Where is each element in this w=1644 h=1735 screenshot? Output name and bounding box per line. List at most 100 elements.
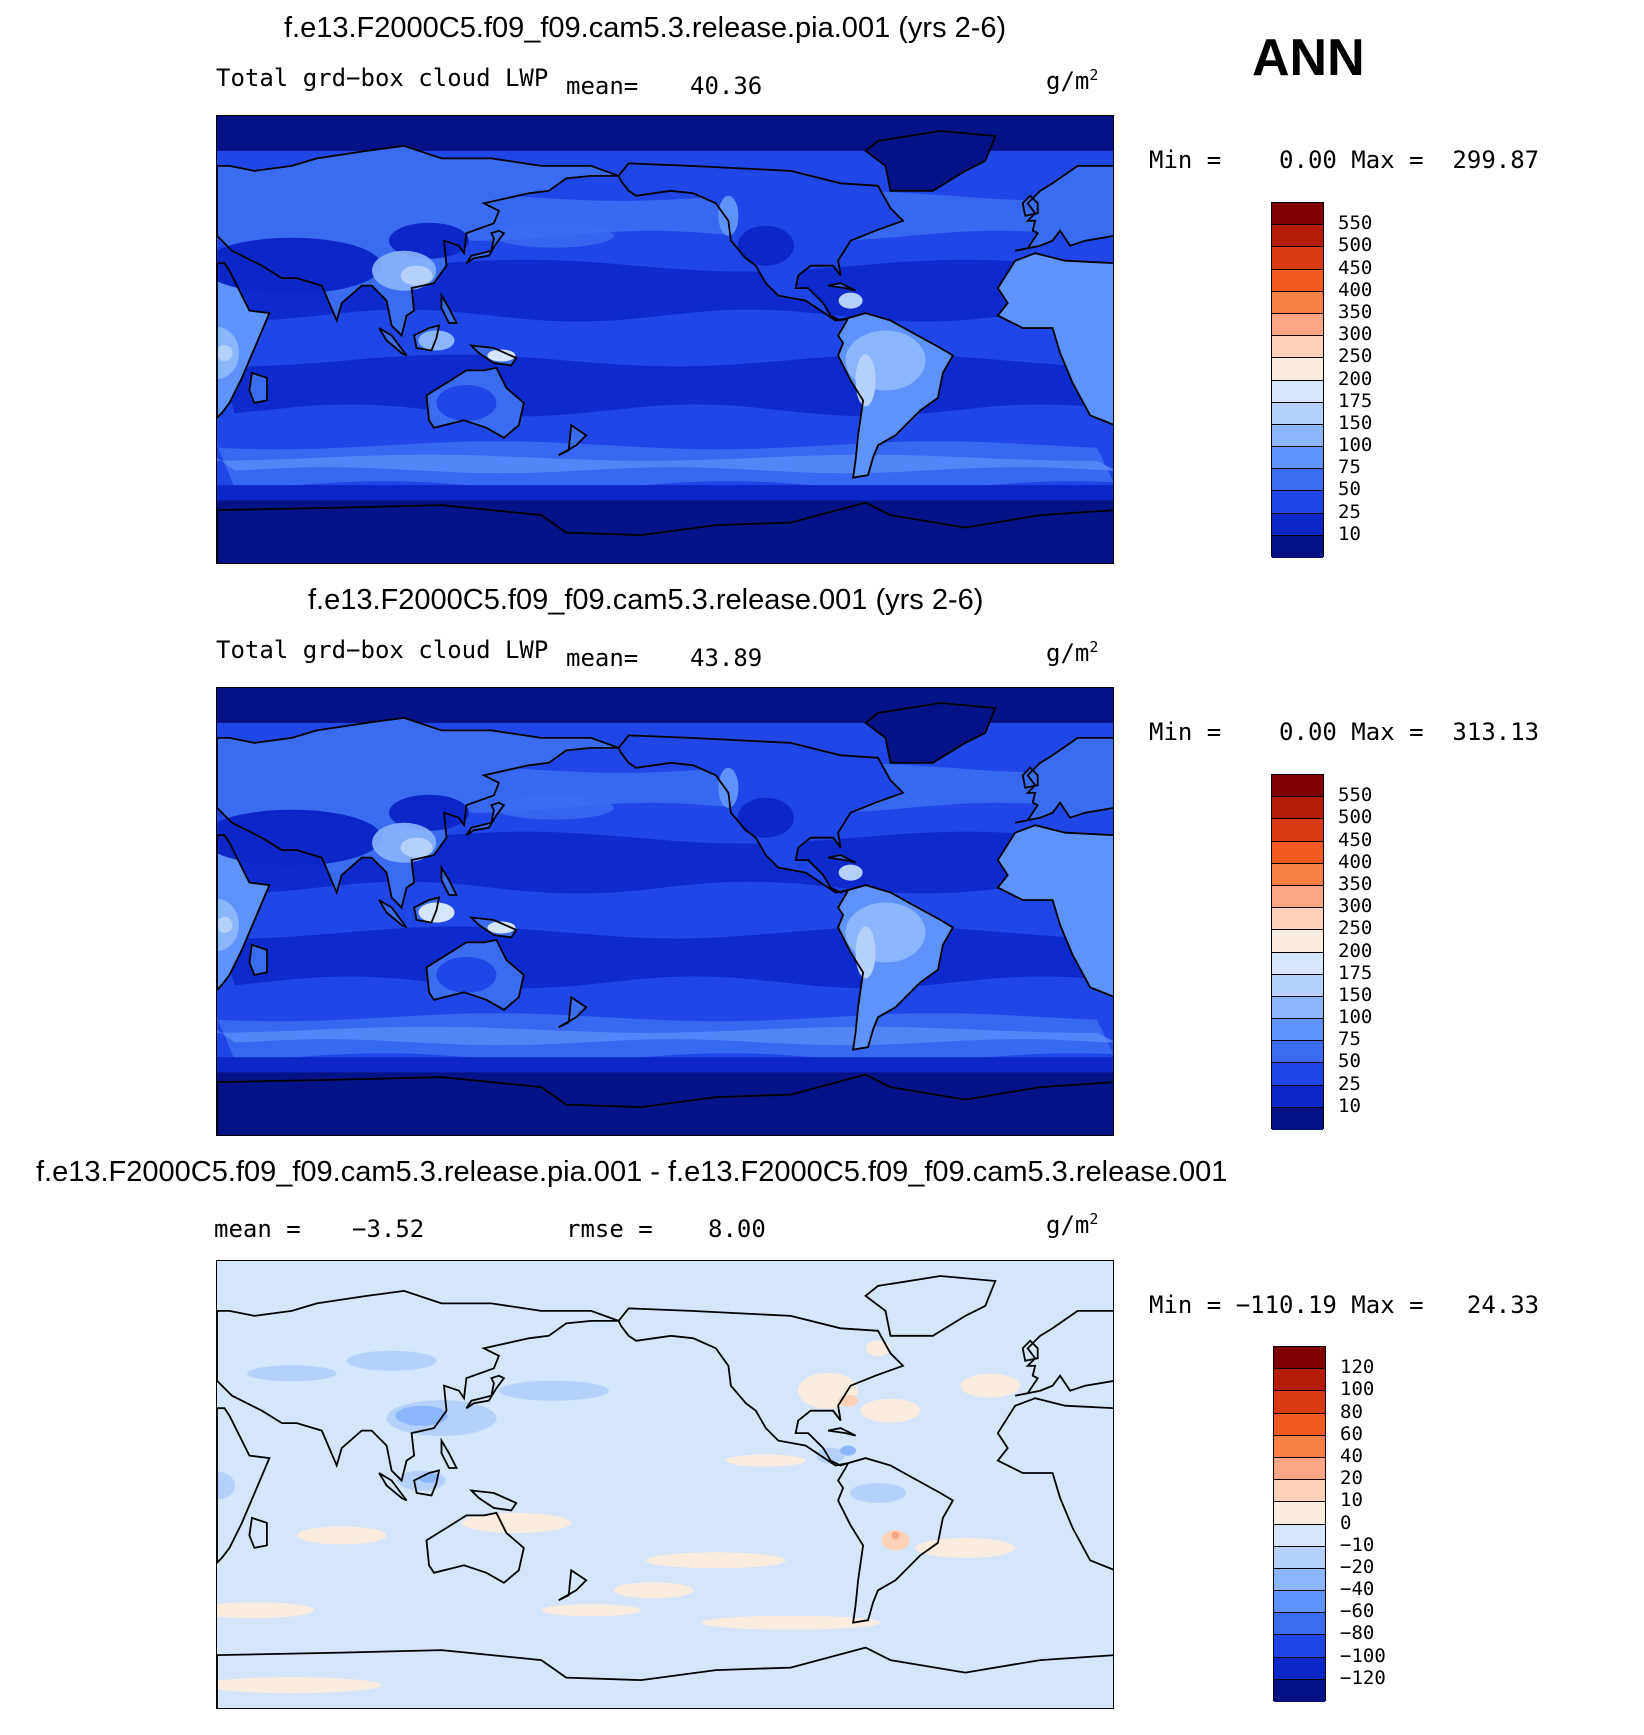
colorbar-tick-label: 75 [1338, 1028, 1361, 1051]
coastline [217, 1073, 1113, 1135]
colorbar-swatch [1272, 797, 1323, 820]
colorbar-tick-label: −60 [1340, 1600, 1375, 1623]
coastline [378, 899, 408, 929]
map-contour-region [865, 131, 996, 191]
colorbar-swatch [1274, 1457, 1325, 1481]
map-contour-region [838, 864, 863, 881]
colorbar-tick-label: 200 [1338, 939, 1373, 962]
map-contour-region [700, 1615, 881, 1630]
colorbar-swatch [1272, 291, 1323, 314]
colorbar-swatch [1272, 1041, 1323, 1064]
panel-3-rmse-label: rmse = [566, 1215, 653, 1243]
colorbar-swatch [1272, 424, 1323, 448]
coastline [837, 1457, 955, 1624]
coastline [217, 1646, 1113, 1708]
panel-2-mean-label: mean= [566, 644, 639, 672]
colorbar-swatch [1274, 1613, 1325, 1636]
colorbar-swatch [1272, 269, 1323, 292]
panel-3-mean-label: mean = [214, 1215, 301, 1243]
map-contour-region [718, 195, 739, 236]
colorbar-swatch [1274, 1369, 1325, 1392]
colorbar-swatch [1272, 885, 1323, 909]
coastline [217, 716, 619, 910]
coastline [837, 884, 955, 1051]
panel-3-mean-value: −3.52 [352, 1215, 425, 1243]
colorbar-tick-label: 10 [1338, 522, 1361, 545]
colorbar-swatch [1272, 841, 1323, 864]
map-contour-region [1015, 737, 1113, 823]
colorbar-swatch [1272, 863, 1323, 886]
map-contour-region [558, 425, 587, 456]
map-contour-region [838, 292, 863, 309]
map-contour-region [217, 1471, 235, 1500]
colorbar-tick-label: 25 [1338, 500, 1361, 523]
panel-2-title: f.e13.F2000C5.f09_f09.cam5.3.release.001… [308, 584, 984, 616]
coastline [996, 252, 1113, 426]
map-contour-region [217, 917, 233, 933]
colorbar-swatch [1272, 203, 1323, 226]
colorbar-tick-label: 200 [1338, 367, 1373, 390]
map-contour-region [217, 809, 382, 866]
colorbar-tick-label: 10 [1340, 1489, 1363, 1512]
colorbar-tick-label: 25 [1338, 1072, 1361, 1095]
panel-2-map [216, 687, 1114, 1136]
map-contour-region [296, 1526, 387, 1545]
panel-3-title: f.e13.F2000C5.f09_f09.cam5.3.release.pia… [36, 1156, 1228, 1188]
coastline [217, 834, 271, 992]
colorbar-swatch [1272, 513, 1323, 536]
map-contour-region [389, 794, 469, 831]
panel-3-rmse-value: 8.00 [708, 1215, 766, 1243]
colorbar-swatch [1274, 1347, 1325, 1370]
colorbar-tick-label: 250 [1338, 345, 1373, 368]
coastline [996, 1397, 1113, 1571]
colorbar-swatch [1274, 1568, 1325, 1592]
panel-3-units: g/m2 [1046, 1210, 1099, 1239]
map-contour-region [436, 384, 497, 421]
map-contour-region [915, 1537, 1016, 1558]
colorbar-tick-label: 250 [1338, 917, 1373, 940]
coastline [465, 229, 506, 264]
panel-3-map [216, 1260, 1114, 1709]
map-field [217, 1261, 1113, 1708]
map-contour-region [840, 1445, 857, 1456]
colorbar-tick-label: 120 [1340, 1356, 1375, 1379]
panel-1-units: g/m2 [1046, 66, 1099, 95]
coastline [440, 1437, 458, 1469]
colorbar-swatch [1272, 908, 1323, 931]
colorbar-swatch [1272, 996, 1323, 1020]
map-contour-region [217, 1261, 1113, 1708]
colorbar-tick-label: 550 [1338, 784, 1373, 807]
coastline [468, 916, 518, 939]
map-contour-region [217, 1677, 382, 1694]
coastline [468, 1489, 518, 1512]
map-contour-region [855, 354, 876, 407]
colorbar-swatch [1272, 535, 1323, 558]
colorbar-tick-label: 300 [1338, 895, 1373, 918]
map-contour-region [493, 795, 614, 820]
map-contour-region [737, 225, 794, 266]
map-contour-region [718, 767, 739, 808]
map-contour-region [217, 1602, 315, 1619]
coastline [864, 1275, 997, 1337]
colorbar-tick-label: −40 [1340, 1578, 1375, 1601]
coastline [217, 262, 271, 420]
coastline [1021, 194, 1039, 217]
map-contour-region [866, 1340, 890, 1357]
coastline [425, 366, 525, 439]
colorbar-tick-label: −80 [1340, 1622, 1375, 1645]
colorbar-tick-label: 500 [1338, 806, 1373, 829]
map-contour-region [891, 1531, 900, 1540]
map-contour-region [389, 222, 469, 259]
colorbar-tick-label: 350 [1338, 872, 1373, 895]
coastline [217, 1407, 271, 1565]
colorbar-swatch [1274, 1391, 1325, 1414]
colorbar-swatch [1272, 313, 1323, 337]
colorbar-swatch [1272, 1085, 1323, 1108]
colorbar-swatch [1272, 358, 1323, 381]
colorbar-swatch [1272, 225, 1323, 248]
coastline [1015, 1310, 1113, 1397]
coastline [1021, 1339, 1039, 1362]
colorbar-swatch [1274, 1591, 1325, 1614]
colorbar-swatch [1272, 930, 1323, 953]
map-contour-region [558, 997, 587, 1028]
